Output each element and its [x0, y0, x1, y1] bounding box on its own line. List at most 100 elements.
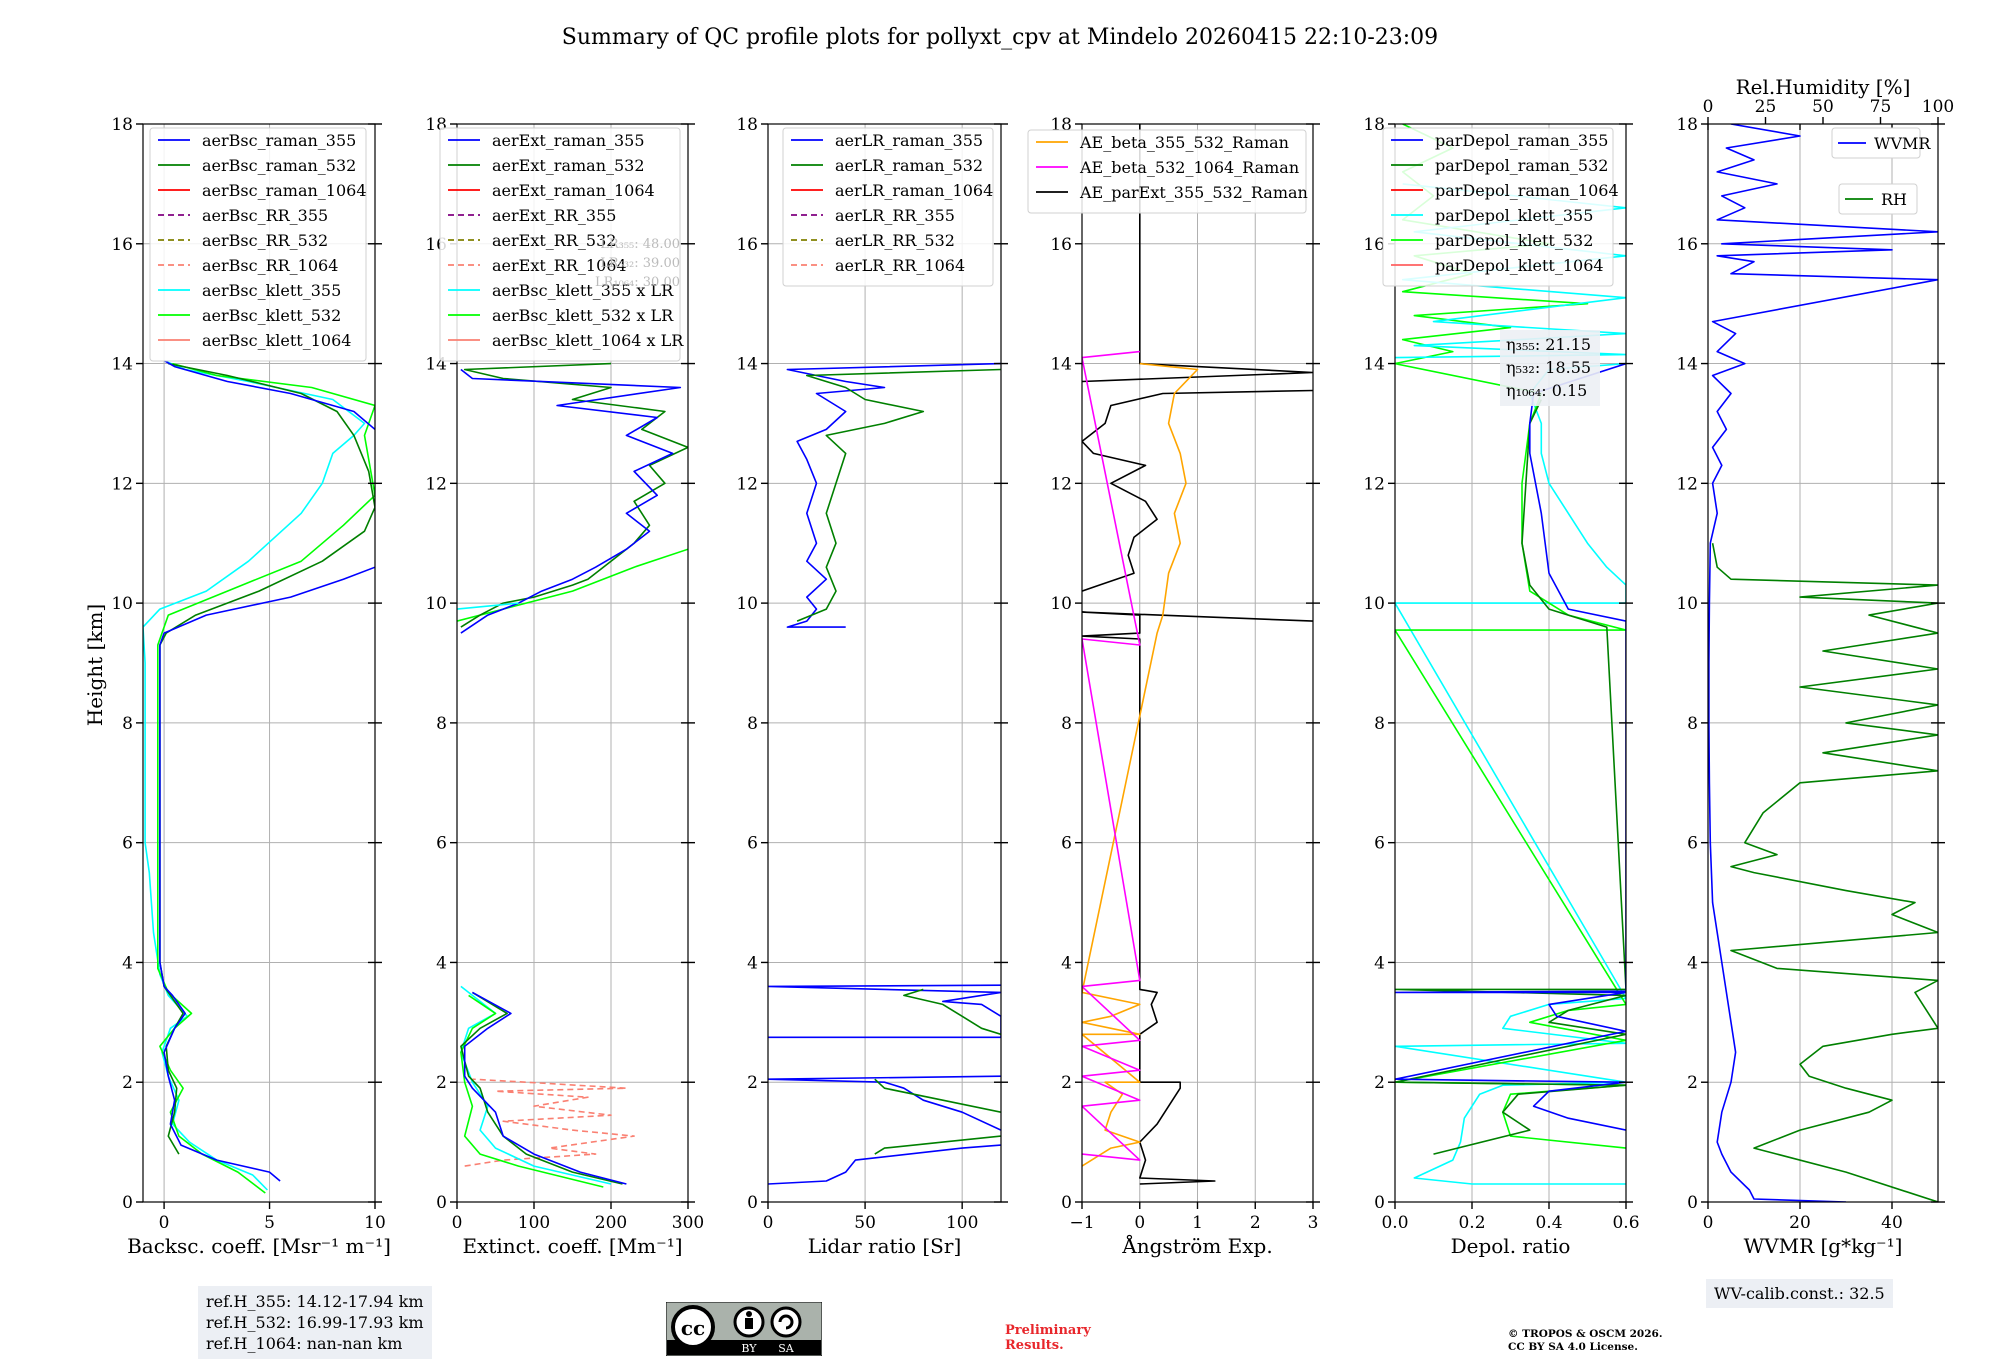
ytick-label-bsc-6: 12 [111, 474, 133, 494]
ytick-label-dep-2: 4 [1374, 953, 1385, 973]
ytick-label-ext-1: 2 [436, 1073, 447, 1093]
ytick-label-bsc-7: 14 [111, 355, 133, 375]
series-ang-4 [1082, 350, 1141, 1161]
ytick-label-dep-6: 12 [1363, 474, 1385, 494]
ytick-label-dep-9: 18 [1363, 115, 1385, 135]
legend-label-dep-2: parDepol_raman_1064 [1435, 181, 1619, 200]
legend-label-lr-3: aerLR_RR_355 [835, 206, 955, 225]
ytick-label-bsc-4: 8 [122, 714, 133, 734]
ytick-label-ang-6: 12 [1050, 474, 1072, 494]
xtick-label-dep-1: 0.2 [1458, 1213, 1485, 1233]
ytick-label-ang-0: 0 [1061, 1193, 1072, 1213]
ytick-label-ext-6: 12 [425, 474, 447, 494]
frame-lr [767, 123, 1002, 1203]
lr-label-2: LR₁₀₆₄: 30.00 [595, 275, 680, 290]
legend-label-bsc-1: aerBsc_raman_532 [202, 156, 356, 175]
xtick-label-dep-3: 0.6 [1612, 1213, 1639, 1233]
legend-box-lr [782, 127, 994, 287]
xtick-label-bsc-2: 10 [364, 1213, 386, 1233]
wv-calibration-box: WV-calib.const.: 32.5 [1706, 1279, 1893, 1308]
legend-box-dep [1382, 127, 1614, 287]
ytick-label-bsc-8: 16 [111, 235, 133, 255]
ytick-label-bsc-3: 6 [122, 834, 133, 854]
panel-dep: 0 2 4 6 8 10 12 14 16 18 0.0 0.2 0.4 0.6 Depol. ratio p… [1363, 115, 1639, 1258]
series-ang-3 [1082, 362, 1199, 1167]
figure-title: Summary of QC profile plots for pollyxt_… [562, 25, 1438, 50]
legend-label-ext-2: aerExt_raman_1064 [492, 181, 655, 200]
legend-box-ang [1027, 129, 1307, 214]
cc-text: cc [681, 1316, 705, 1340]
xlabel-lr: Lidar ratio [Sr] [808, 1234, 962, 1258]
ytick-label-ang-7: 14 [1050, 355, 1072, 375]
eta-label-0: η₃₅₅: 21.15 [1506, 335, 1591, 354]
ytick-label-ext-4: 8 [436, 714, 447, 734]
ytick-label-wv-9: 18 [1676, 115, 1698, 135]
legend-label-lr-4: aerLR_RR_532 [835, 231, 955, 250]
eta-label-1: η₅₃₂: 18.55 [1506, 358, 1591, 377]
series-group-ext [457, 362, 688, 1188]
y-axis-label: Height [km] [83, 604, 107, 726]
legend-label-ang-2: AE_parExt_355_532_Raman [1079, 183, 1308, 202]
ytick-label-lr-9: 18 [736, 115, 758, 135]
lr-label-1: LR₅₃₂: 39.00 [600, 256, 680, 271]
frame-bsc [142, 123, 376, 1203]
ytick-label-lr-6: 12 [736, 474, 758, 494]
ytick-label-lr-4: 8 [747, 714, 758, 734]
ytick-label-ang-5: 10 [1050, 594, 1072, 614]
series-group-bsc [143, 359, 375, 1194]
cc-sa-label: SA [778, 1342, 795, 1355]
legend-label-wv-0: WVMR [1874, 134, 1931, 153]
ytick-label-wv-0: 0 [1687, 1193, 1698, 1213]
top-xtick-label-wv-2: 50 [1812, 97, 1834, 117]
legend-label-ext-7: aerBsc_klett_532 x LR [492, 306, 674, 325]
series-bsc-1 [157, 362, 375, 1194]
ytick-label-wv-7: 14 [1676, 355, 1698, 375]
top-xtick-label-wv-1: 25 [1755, 97, 1777, 117]
xtick-label-ang-2: 1 [1192, 1213, 1203, 1233]
xtick-label-dep-2: 0.4 [1535, 1213, 1562, 1233]
legend-label-bsc-7: aerBsc_klett_532 [202, 306, 341, 325]
series-lr-7 [796, 368, 1001, 622]
cc-license-badge: cc BY SA [665, 1301, 823, 1357]
series-ext-7 [460, 368, 682, 634]
series-lr-3 [874, 1078, 1001, 1113]
series-wv-0 [1708, 124, 1938, 1202]
legend-box-wv-0 [1831, 127, 1921, 159]
xtick-label-wv-1: 20 [1789, 1213, 1811, 1233]
series-ext-2 [460, 994, 604, 1188]
ytick-label-wv-2: 4 [1687, 953, 1698, 973]
ytick-label-ang-4: 8 [1061, 714, 1072, 734]
eta-label-2: η₁₀₆₄: 0.15 [1506, 381, 1587, 400]
xtick-label-lr-2: 100 [946, 1213, 978, 1233]
copyright-line-1: © TROPOS & OSCM 2026. [1508, 1328, 1663, 1340]
legend-label-dep-5: parDepol_klett_1064 [1435, 256, 1604, 275]
series-wv-1 [1711, 543, 1938, 1202]
series-ang-1 [1082, 389, 1313, 592]
legend-label-bsc-8: aerBsc_klett_1064 [202, 331, 351, 350]
legend-label-bsc-3: aerBsc_RR_355 [202, 206, 328, 225]
ytick-label-lr-5: 10 [736, 594, 758, 614]
series-lr-0 [768, 1144, 1001, 1185]
legend-label-dep-1: parDepol_raman_532 [1435, 156, 1608, 175]
ref-height-532: ref.H_532: 16.99-17.93 km [206, 1313, 424, 1332]
ytick-label-ang-3: 6 [1061, 834, 1072, 854]
ytick-label-ext-5: 10 [425, 594, 447, 614]
xlabel-wv: WVMR [g*kg⁻¹] [1744, 1234, 1903, 1258]
series-dep-3 [1395, 362, 1626, 1131]
legend-box-ext [439, 127, 681, 362]
series-ext-4 [463, 991, 627, 1185]
ytick-label-dep-1: 2 [1374, 1073, 1385, 1093]
series-lr-2 [768, 1075, 1001, 1131]
legend-label-ext-0: aerExt_raman_355 [492, 131, 645, 150]
top-xtick-label-wv-0: 0 [1703, 97, 1714, 117]
series-lr-5 [903, 988, 1001, 1036]
series-group-lr [768, 362, 1001, 1185]
series-lr-1 [874, 1135, 1001, 1155]
xtick-label-bsc-1: 5 [264, 1213, 275, 1233]
ytick-label-bsc-0: 0 [122, 1193, 133, 1213]
xtick-label-wv-2: 40 [1881, 1213, 1903, 1233]
ytick-label-dep-8: 16 [1363, 235, 1385, 255]
